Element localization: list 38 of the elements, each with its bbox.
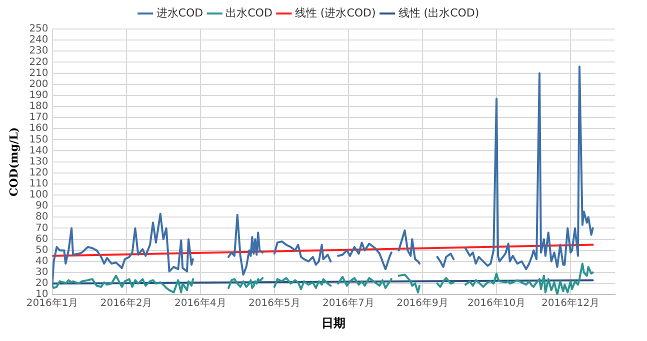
legend-label: 出水COD bbox=[226, 6, 272, 20]
y-tick-label: 120 bbox=[29, 167, 48, 178]
y-axis-title: COD(mg/L) bbox=[7, 127, 20, 196]
y-tick-label: 60 bbox=[36, 234, 48, 245]
x-tick-label: 2016年10月 bbox=[467, 297, 526, 310]
y-tick-label: 250 bbox=[29, 24, 48, 35]
x-tick-label: 2016年1月 bbox=[26, 297, 78, 310]
legend-label: 线性 (进水COD) bbox=[294, 6, 376, 20]
y-tick-label: 40 bbox=[36, 256, 48, 267]
y-tick-label: 230 bbox=[29, 46, 48, 57]
y-tick-label: 150 bbox=[29, 134, 48, 146]
y-tick-label: 210 bbox=[29, 68, 48, 79]
y-tick-label: 180 bbox=[29, 101, 48, 112]
y-tick-label: 110 bbox=[29, 178, 48, 190]
x-tick-label: 2016年7月 bbox=[322, 297, 374, 310]
x-tick-label: 2016年12月 bbox=[541, 297, 600, 310]
y-tick-label: 90 bbox=[36, 200, 48, 212]
x-tick-label: 2016年9月 bbox=[396, 297, 448, 310]
y-tick-label: 240 bbox=[29, 34, 48, 46]
x-tick-label: 2016年2月 bbox=[100, 297, 152, 310]
y-tick-label: 50 bbox=[36, 244, 48, 256]
y-tick-label: 140 bbox=[29, 145, 48, 156]
y-tick-label: 100 bbox=[29, 190, 48, 201]
y-tick-label: 200 bbox=[29, 78, 48, 90]
y-tick-label: 170 bbox=[29, 112, 48, 124]
x-tick-label: 2016年4月 bbox=[174, 297, 226, 310]
legend-label: 进水COD bbox=[156, 6, 204, 20]
y-tick-label: 160 bbox=[29, 123, 48, 134]
y-tick-label: 80 bbox=[36, 212, 48, 223]
y-tick-label: 20 bbox=[36, 278, 48, 290]
y-tick-label: 130 bbox=[29, 156, 48, 168]
y-tick-label: 220 bbox=[29, 56, 48, 68]
x-tick-label: 2016年5月 bbox=[248, 297, 300, 310]
x-axis-title: 日期 bbox=[322, 316, 346, 330]
y-tick-label: 30 bbox=[36, 267, 48, 278]
legend-label: 线性 (出水COD) bbox=[398, 6, 480, 20]
y-tick-label: 190 bbox=[29, 90, 48, 101]
y-tick-label: 70 bbox=[36, 222, 48, 234]
